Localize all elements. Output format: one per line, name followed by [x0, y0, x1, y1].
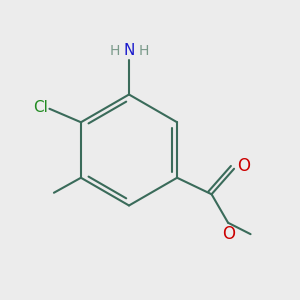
Text: O: O [223, 225, 236, 243]
Text: H: H [138, 44, 148, 58]
Text: O: O [237, 157, 250, 175]
Text: N: N [123, 43, 135, 58]
Text: H: H [110, 44, 120, 58]
Text: Cl: Cl [33, 100, 48, 115]
